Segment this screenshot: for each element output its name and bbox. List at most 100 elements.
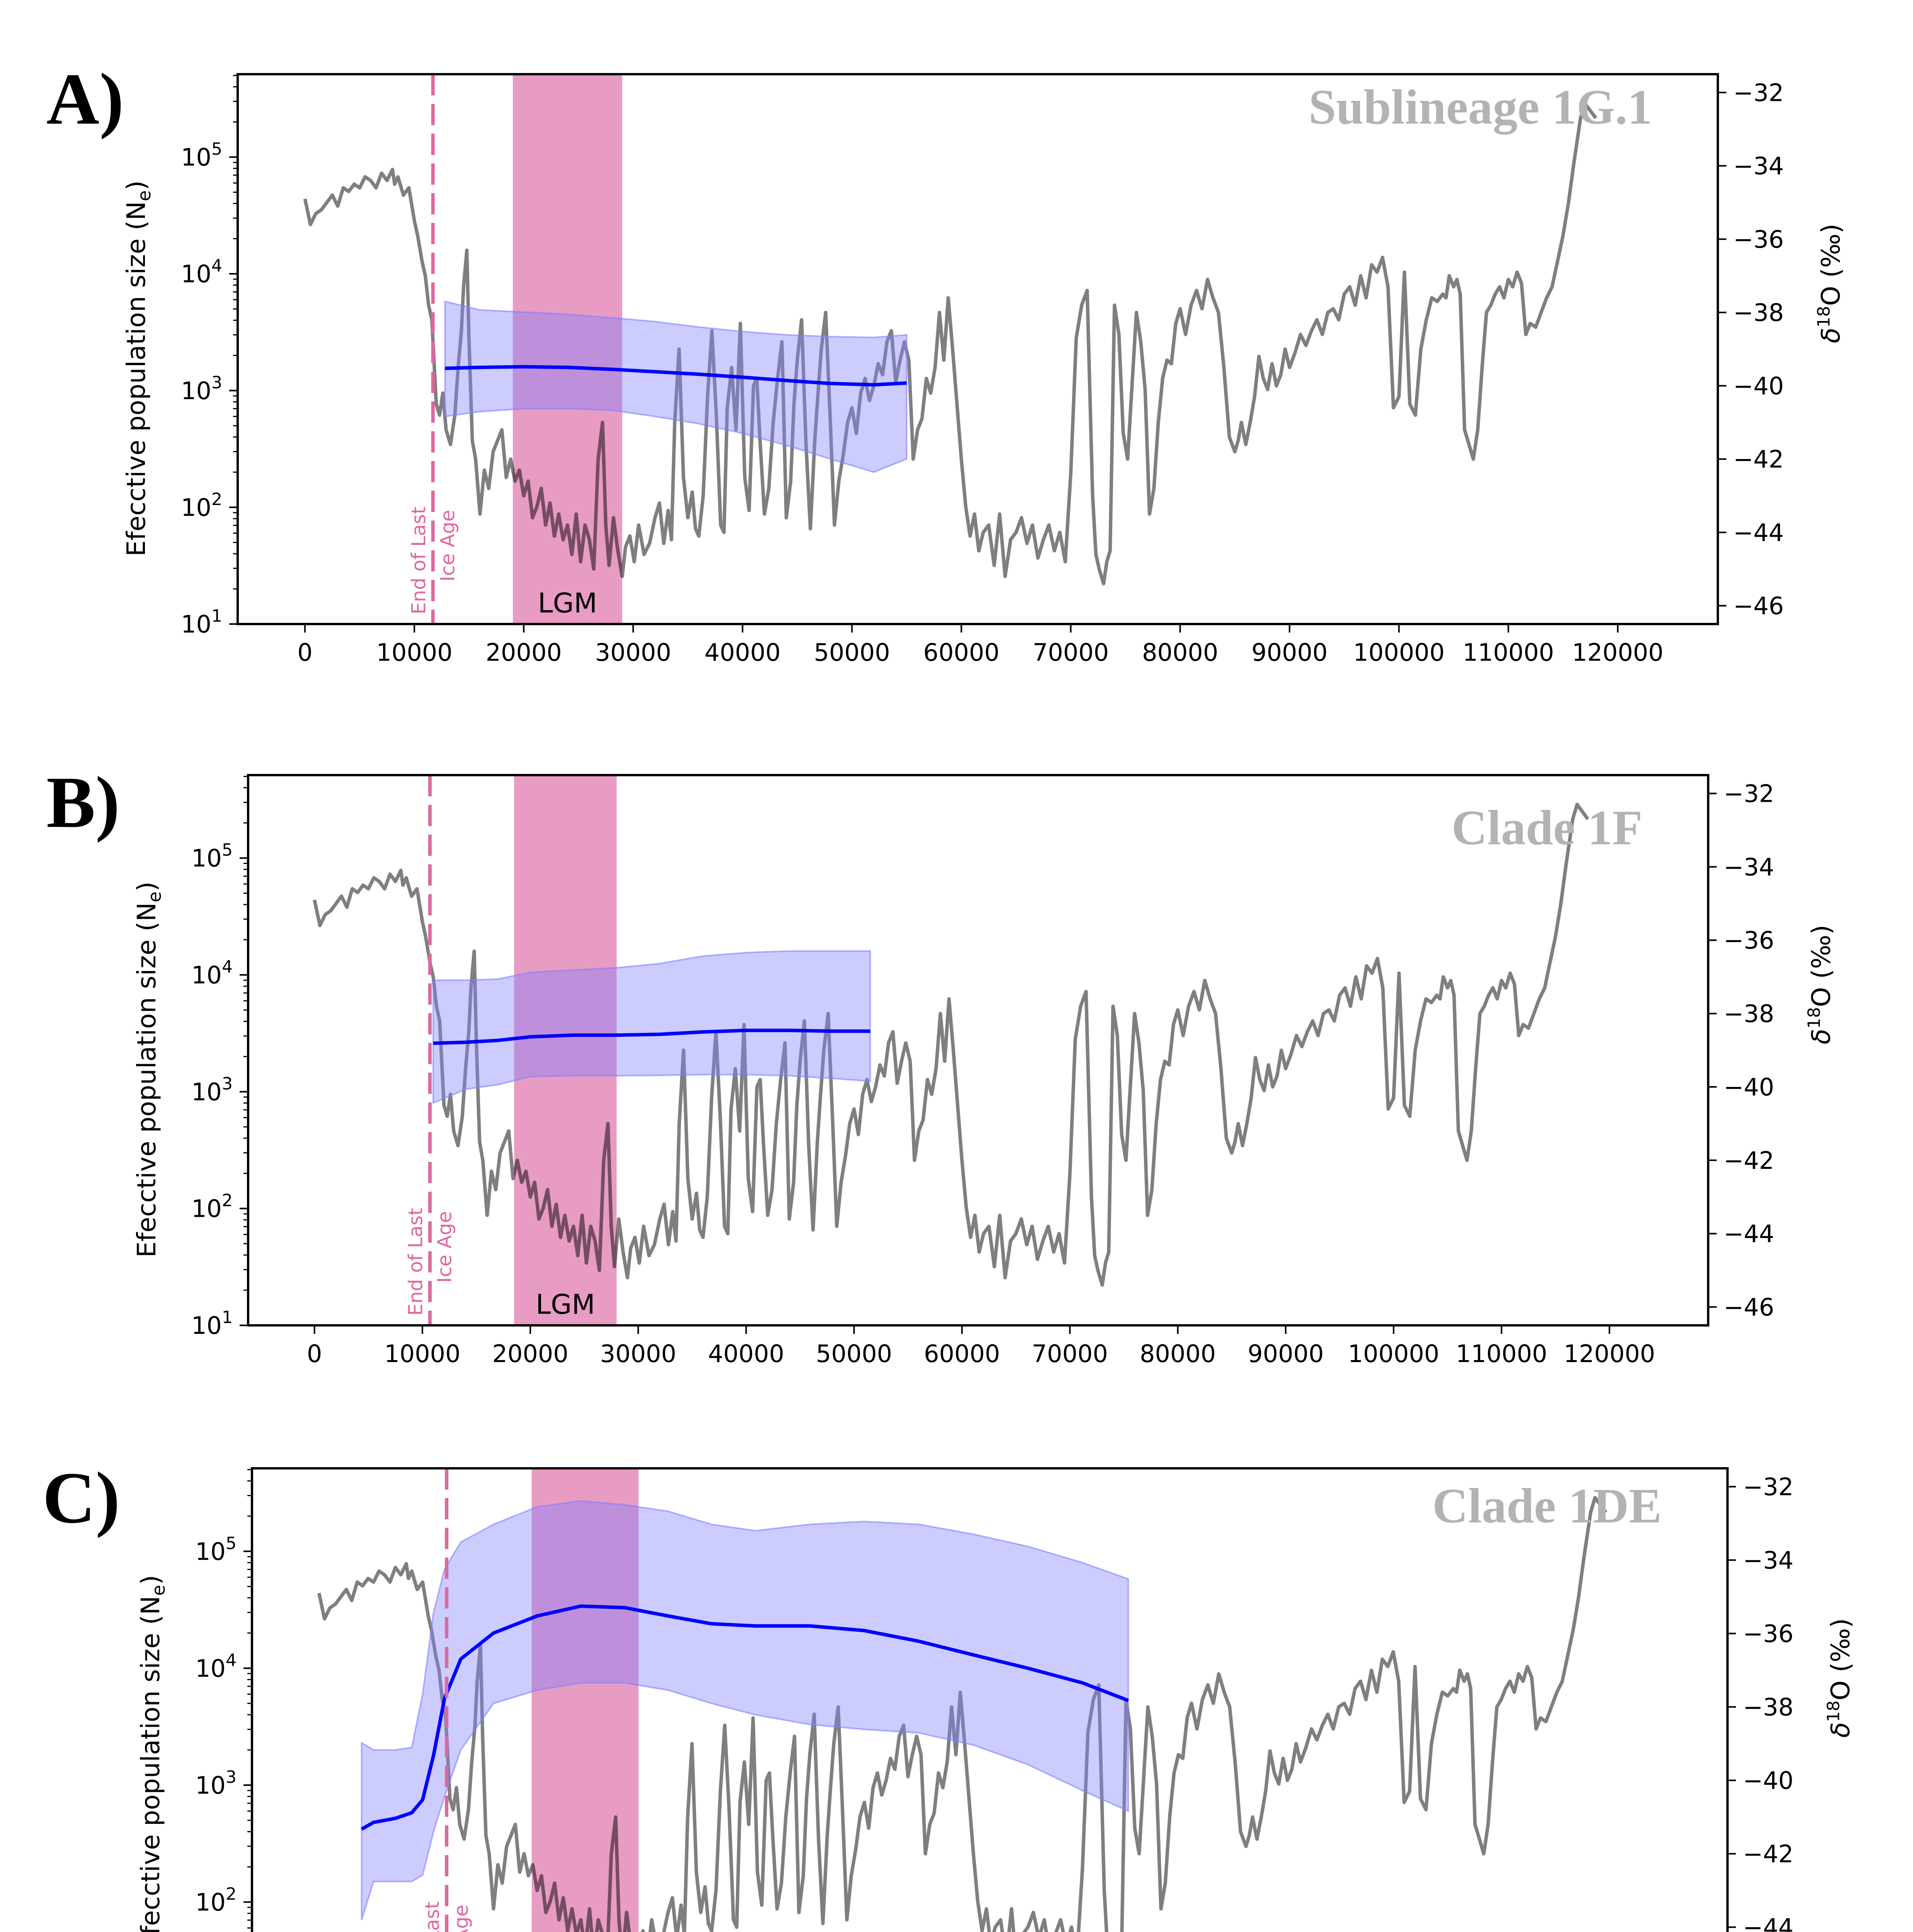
y-right-axis-label: δ18O (‰) <box>1814 224 1846 343</box>
x-tick-label: 50000 <box>814 638 890 667</box>
y-right-tick-label: −44 <box>1724 1220 1774 1248</box>
y-right-tick-label: −34 <box>1724 853 1774 881</box>
o18-line <box>303 102 1597 586</box>
y-right-tick-label: −46 <box>1733 592 1784 620</box>
y-right-tick-label: −34 <box>1743 1546 1794 1575</box>
y-left-tick-label: 105 <box>181 139 222 172</box>
x-tick-label: 0 <box>297 638 312 667</box>
panel-title: Clade 1DE <box>1432 1478 1662 1533</box>
y-right-tick-label: −40 <box>1743 1767 1794 1795</box>
y-right-tick-label: −46 <box>1724 1293 1774 1321</box>
ne-median-line <box>361 1604 1129 1831</box>
x-tick-label: 0 <box>307 1340 322 1368</box>
x-tick-label: 20000 <box>486 638 562 667</box>
y-left-tick-label: 102 <box>181 490 222 522</box>
x-tick-label: 80000 <box>1140 1340 1216 1368</box>
y-right-tick-label: −34 <box>1733 152 1784 180</box>
lgm-band <box>512 74 623 624</box>
y-left-axis-label: Efecctive population size (Ne) <box>132 881 165 1257</box>
x-tick-label: 70000 <box>1032 1340 1108 1368</box>
y-right-tick-label: −42 <box>1733 445 1784 473</box>
y-left-tick-label: 103 <box>195 1767 237 1799</box>
y-right-tick-label: −36 <box>1724 926 1774 954</box>
panel-letter: B) <box>46 762 120 843</box>
x-tick-label: 10000 <box>376 638 453 667</box>
y-right-tick-label: −44 <box>1743 1913 1794 1932</box>
x-tick-label: 120000 <box>1564 1340 1655 1368</box>
x-tick-label: 120000 <box>1572 638 1664 667</box>
plot-area <box>303 74 1597 624</box>
y-left-tick-label: 102 <box>191 1191 233 1223</box>
y-left-tick-label: 103 <box>191 1074 233 1106</box>
y-right-tick-label: −38 <box>1743 1693 1794 1721</box>
y-left-tick-label: 101 <box>181 606 222 638</box>
y-right-tick-label: −42 <box>1724 1146 1774 1175</box>
ne-median-line <box>445 365 907 387</box>
x-tick-label: 90000 <box>1251 638 1328 667</box>
y-right-tick-label: −32 <box>1724 779 1774 808</box>
x-tick-label: 30000 <box>600 1340 676 1368</box>
y-right-tick-label: −38 <box>1733 299 1784 327</box>
x-tick-label: 40000 <box>705 638 781 667</box>
y-left-tick-label: 104 <box>181 256 222 288</box>
x-tick-label: 20000 <box>492 1340 568 1368</box>
y-right-tick-label: −36 <box>1733 225 1784 253</box>
x-tick-label: 110000 <box>1463 638 1554 667</box>
panel-a: End of Last Ice Age LGM 0 10000 20000 30000 400… <box>46 59 1846 667</box>
y-left-tick-label: 104 <box>191 957 233 989</box>
ice-age-label-line2: Ice Age <box>450 1905 473 1932</box>
y-right-tick-label: −36 <box>1743 1620 1794 1648</box>
ne-median-line <box>433 1029 870 1045</box>
panel-title: Sublineage 1G.1 <box>1309 80 1652 134</box>
lgm-label: LGM <box>538 587 597 619</box>
ice-age-label-line1: End of Last <box>405 1208 427 1316</box>
y-left-tick-label: 104 <box>195 1650 237 1682</box>
x-tick-label: 100000 <box>1353 638 1445 667</box>
y-right-tick-label: −32 <box>1733 78 1784 107</box>
ice-age-label-line2: Ice Age <box>434 1211 456 1283</box>
x-tick-label: 10000 <box>384 1340 460 1368</box>
y-right-tick-label: −42 <box>1743 1840 1794 1868</box>
panel-title: Clade 1F <box>1452 800 1642 855</box>
y-right-tick-label: −40 <box>1724 1073 1774 1101</box>
x-tick-label: 80000 <box>1142 638 1218 667</box>
axes-frame <box>237 73 1719 625</box>
axes-frame <box>247 774 1709 1327</box>
ice-age-label-line2: Ice Age <box>436 510 459 582</box>
y-right-axis-label: δ18O (‰) <box>1804 925 1836 1044</box>
y-left-axis-label: Efecctive population size (Ne) <box>121 180 155 556</box>
x-tick-label: 110000 <box>1456 1340 1547 1368</box>
y-right-tick-label: −44 <box>1733 519 1784 547</box>
x-tick-label: 60000 <box>923 638 999 667</box>
lgm-label: LGM <box>536 1289 595 1320</box>
o18-line <box>317 1496 1608 1932</box>
plot-area <box>317 1468 1608 1932</box>
x-tick-label: 70000 <box>1033 638 1109 667</box>
y-right-tick-label: −38 <box>1724 1000 1774 1028</box>
y-left-tick-label: 105 <box>195 1534 237 1566</box>
ice-age-label-line1: End of Last <box>421 1901 444 1932</box>
panel-b: End of Last Ice Age LGM 0 10000 20000 30000 400… <box>46 762 1836 1368</box>
ne-confidence-band <box>444 300 907 473</box>
y-left-tick-label: 101 <box>191 1308 233 1340</box>
plot-area <box>313 775 1590 1325</box>
y-right-tick-label: −40 <box>1733 372 1784 400</box>
x-tick-label: 40000 <box>708 1340 784 1368</box>
y-left-tick-label: 103 <box>181 373 222 405</box>
y-right-axis-label: δ18O (‰) <box>1824 1618 1855 1738</box>
y-left-tick-label: 102 <box>195 1884 237 1916</box>
ne-confidence-band <box>432 950 871 1104</box>
y-left-tick-label: 105 <box>191 840 233 872</box>
y-left-axis-label: Efecctive population size (Ne) <box>136 1575 169 1932</box>
lgm-band <box>514 775 617 1325</box>
ice-age-label-line1: End of Last <box>407 507 430 614</box>
y-right-tick-label: −32 <box>1743 1473 1794 1501</box>
panel-letter: C) <box>43 1458 120 1539</box>
panel-letter: A) <box>46 59 124 140</box>
axes-frame <box>251 1467 1729 1932</box>
x-tick-label: 100000 <box>1348 1340 1440 1368</box>
lgm-band <box>531 1468 639 1932</box>
x-tick-label: 50000 <box>816 1340 892 1368</box>
